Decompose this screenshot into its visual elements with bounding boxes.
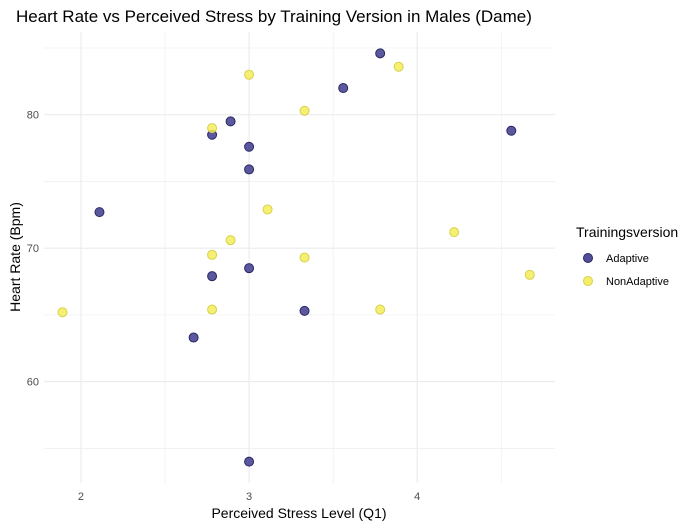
data-point-nonadaptive: [299, 252, 310, 263]
data-point-nonadaptive: [449, 227, 460, 238]
data-point-nonadaptive: [244, 69, 255, 80]
data-point-nonadaptive: [262, 204, 273, 215]
y-tick-label: 60: [27, 377, 39, 389]
legend-label-nonadaptive: NonAdaptive: [606, 276, 669, 288]
y-tick-labels: 60 70 80: [27, 110, 39, 389]
data-point-adaptive: [225, 116, 236, 127]
data-point-adaptive: [506, 125, 517, 136]
data-point-nonadaptive: [524, 269, 535, 280]
data-point-adaptive: [244, 263, 255, 274]
y-tick-label: 80: [27, 110, 39, 122]
grid-lines: [44, 32, 555, 483]
x-tick-label: 4: [414, 491, 420, 503]
y-tick-label: 70: [27, 243, 39, 255]
data-point-nonadaptive: [299, 105, 310, 116]
chart-title: Heart Rate vs Perceived Stress by Traini…: [16, 7, 532, 26]
data-points: [57, 48, 535, 467]
data-point-nonadaptive: [207, 123, 218, 134]
data-point-nonadaptive: [207, 249, 218, 260]
x-tick-labels: 2 3 4: [78, 491, 420, 503]
data-point-adaptive: [244, 456, 255, 467]
data-point-adaptive: [244, 141, 255, 152]
legend: Trainingsversion Adaptive NonAdaptive: [576, 224, 678, 288]
x-axis-label: Perceived Stress Level (Q1): [211, 505, 386, 521]
data-point-nonadaptive: [393, 61, 404, 72]
legend-key-adaptive: [583, 253, 593, 263]
data-point-adaptive: [207, 271, 218, 282]
y-axis-label: Heart Rate (Bpm): [7, 202, 23, 312]
data-point-adaptive: [94, 207, 105, 218]
data-point-nonadaptive: [207, 304, 218, 315]
x-tick-label: 2: [78, 491, 84, 503]
data-point-adaptive: [338, 83, 349, 94]
legend-label-adaptive: Adaptive: [606, 253, 649, 265]
data-point-adaptive: [188, 332, 199, 343]
data-point-nonadaptive: [57, 307, 68, 318]
data-point-nonadaptive: [225, 235, 236, 246]
x-tick-label: 3: [246, 491, 252, 503]
data-point-adaptive: [375, 48, 386, 59]
legend-key-nonadaptive: [583, 276, 593, 286]
data-point-adaptive: [244, 164, 255, 175]
data-point-adaptive: [299, 305, 310, 316]
legend-title: Trainingsversion: [576, 224, 678, 240]
data-point-nonadaptive: [375, 304, 386, 315]
